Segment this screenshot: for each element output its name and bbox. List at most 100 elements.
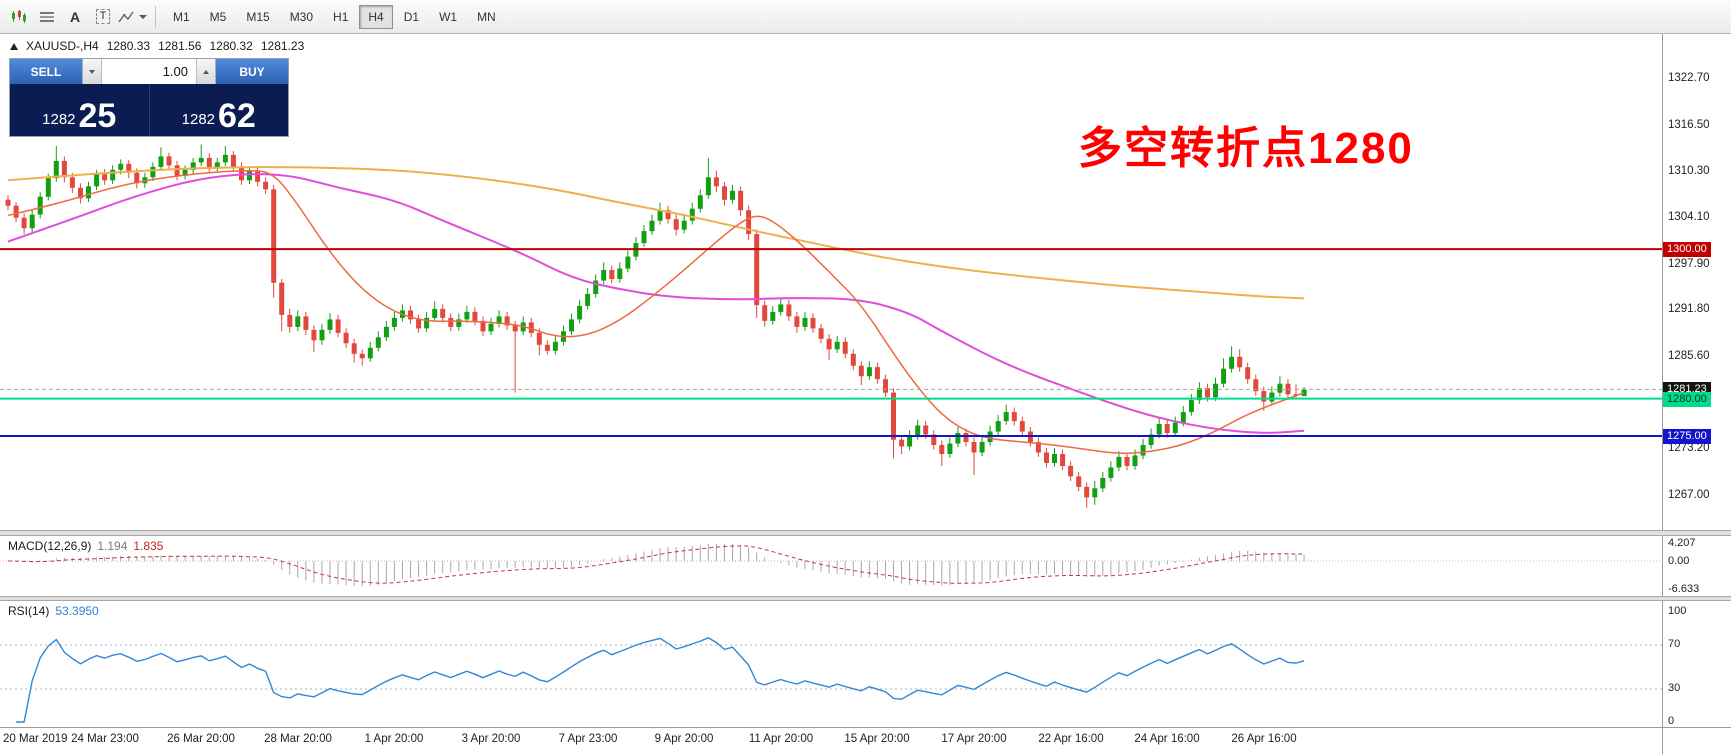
- timeframe-mn-button[interactable]: MN: [477, 9, 496, 24]
- sell-button[interactable]: SELL: [10, 59, 82, 84]
- candle: [826, 338, 832, 350]
- candle: [263, 181, 269, 190]
- candle: [850, 353, 856, 366]
- candle: [440, 308, 446, 318]
- letter-a-icon: A: [69, 8, 81, 25]
- candle: [1044, 452, 1049, 463]
- candle: [287, 314, 293, 327]
- candle: [1116, 456, 1122, 468]
- candle: [730, 190, 735, 200]
- candle: [45, 178, 51, 197]
- candle: [866, 367, 872, 377]
- candle: [657, 210, 663, 221]
- candle: [939, 445, 945, 454]
- object-list-button[interactable]: [34, 5, 60, 29]
- candle: [762, 305, 768, 321]
- ma-fast-red: [7, 169, 1305, 454]
- candle: [899, 439, 905, 447]
- buy-button[interactable]: BUY: [216, 59, 288, 84]
- candle: [641, 231, 647, 244]
- candle: [697, 195, 703, 209]
- volume-stepper: 1.00: [82, 59, 216, 84]
- price-axis-tick: 1285.60: [1668, 350, 1710, 362]
- candle: [37, 196, 43, 215]
- chart-type-button[interactable]: [6, 5, 32, 29]
- candle: [359, 353, 365, 359]
- bar-close: 1281.23: [260, 39, 305, 53]
- candle: [311, 329, 317, 341]
- macd-signal-line: [7, 545, 1305, 584]
- timeframe-m1-button[interactable]: M1: [173, 9, 190, 24]
- candle: [689, 208, 695, 221]
- ma-mid-magenta: [7, 173, 1305, 434]
- drawing-tools-button[interactable]: [118, 5, 147, 29]
- candle: [883, 379, 888, 393]
- candle: [29, 214, 35, 229]
- candle: [786, 304, 792, 317]
- candle: [1188, 400, 1194, 413]
- toolbar: A T M1 M5 M15 M30 H1 H4 D1 W1 MN: [0, 0, 1731, 34]
- price-axis-tick: 1310.30: [1668, 165, 1710, 177]
- macd-axis-tick: 0.00: [1668, 555, 1690, 567]
- candle: [874, 367, 880, 380]
- candle: [1245, 367, 1251, 380]
- candle: [609, 270, 615, 279]
- candle: [158, 156, 164, 167]
- price-axis-tick: 1267.00: [1668, 489, 1710, 501]
- rsi-axis-tick: 0: [1668, 715, 1675, 727]
- chart-header: XAUUSD-,H4 1280.33 1281.56 1280.32 1281.…: [10, 39, 304, 53]
- timeframe-d1-button[interactable]: D1: [403, 9, 420, 24]
- candle: [206, 157, 212, 169]
- volume-decrease-button[interactable]: [83, 59, 102, 84]
- timeframe-m15-button[interactable]: M15: [246, 9, 270, 24]
- volume-input[interactable]: 1.00: [162, 64, 188, 79]
- candle: [536, 332, 542, 345]
- timeframe-m5-button[interactable]: M5: [209, 9, 227, 24]
- candle: [778, 304, 784, 312]
- candle: [432, 308, 438, 318]
- timeframe-m30-button[interactable]: M30: [289, 9, 314, 24]
- candle: [118, 163, 124, 170]
- candle: [456, 319, 462, 327]
- candle: [754, 234, 760, 306]
- rsi-axis-tick: 30: [1668, 682, 1681, 694]
- price-axis-tick: 1297.90: [1668, 258, 1710, 270]
- candle: [472, 311, 478, 321]
- candle: [351, 343, 357, 354]
- candle: [995, 421, 1001, 432]
- candle: [931, 434, 937, 445]
- volume-increase-button[interactable]: [196, 59, 215, 84]
- ask-price[interactable]: 1282 62: [150, 84, 289, 136]
- candle: [593, 280, 599, 294]
- panel-splitter-macd[interactable]: [0, 530, 1731, 536]
- label-tool-button[interactable]: T: [90, 5, 116, 29]
- time-axis-label: 15 Apr 20:00: [844, 733, 910, 745]
- macd-header: MACD(12,26,9) 1.194 1.835: [8, 539, 163, 553]
- candle: [69, 177, 75, 188]
- candle: [391, 317, 397, 327]
- candle: [150, 166, 156, 178]
- rsi-value: 53.3950: [55, 604, 99, 618]
- candle: [255, 171, 261, 182]
- candle: [383, 326, 389, 338]
- candle: [174, 165, 180, 176]
- rsi-axis-tick: 100: [1668, 605, 1687, 617]
- bar-high: 1281.56: [158, 39, 202, 53]
- candle: [134, 172, 140, 184]
- candle: [569, 319, 574, 332]
- timeframe-w1-button[interactable]: W1: [439, 9, 458, 24]
- price-line-label: 1280.00: [1663, 392, 1711, 407]
- price-axis-tick: 1273.20: [1668, 442, 1710, 454]
- bid-price[interactable]: 1282 25: [10, 84, 149, 136]
- timeframe-h4-button[interactable]: H4: [359, 4, 393, 29]
- trendline-icon: [118, 11, 134, 22]
- rsi-axis-tick: 70: [1668, 638, 1681, 650]
- panel-splitter-rsi[interactable]: [0, 596, 1731, 601]
- timeframe-h1-button[interactable]: H1: [333, 9, 349, 24]
- ask-main-digits: 1282: [181, 111, 216, 128]
- text-tool-button[interactable]: A: [62, 5, 88, 29]
- candle: [182, 169, 188, 176]
- candlestick-chart-icon: [12, 9, 26, 23]
